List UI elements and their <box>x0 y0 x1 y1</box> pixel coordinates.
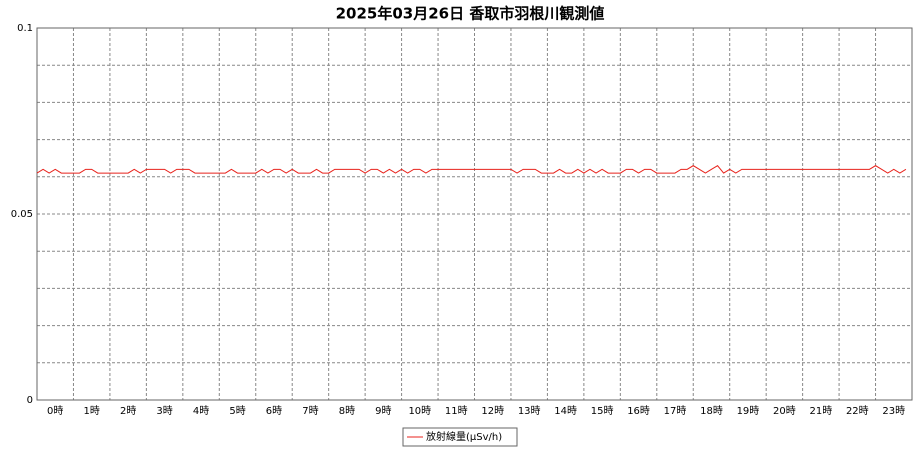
y-tick-label: 0.1 <box>17 23 33 34</box>
x-tick-label: 17時 <box>664 405 687 417</box>
x-tick-label: 14時 <box>554 405 577 417</box>
x-tick-label: 3時 <box>156 405 172 417</box>
x-tick-label: 9時 <box>375 405 391 417</box>
plot-border <box>36 27 913 401</box>
x-tick-label: 6時 <box>266 405 282 417</box>
x-tick-label: 23時 <box>882 405 905 417</box>
x-tick-label: 19時 <box>737 405 760 417</box>
x-tick-label: 5時 <box>229 405 245 417</box>
x-tick-label: 12時 <box>481 405 504 417</box>
x-tick-label: 13時 <box>518 405 541 417</box>
x-tick-label: 11時 <box>445 405 468 417</box>
x-tick-label: 2時 <box>120 405 136 417</box>
x-tick-label: 8時 <box>339 405 355 417</box>
x-tick-label: 7時 <box>302 405 318 417</box>
x-tick-label: 21時 <box>809 405 832 417</box>
x-tick-label: 18時 <box>700 405 723 417</box>
x-tick-label: 4時 <box>193 405 209 417</box>
x-tick-label: 1時 <box>84 405 100 417</box>
y-tick-label: 0 <box>27 395 33 406</box>
legend-label: 放射線量(μSv/h) <box>426 430 502 443</box>
legend-box <box>402 427 518 447</box>
x-tick-label: 0時 <box>47 405 63 417</box>
y-tick-label: 0.05 <box>11 209 33 220</box>
series-line <box>36 164 907 174</box>
x-tick-label: 10時 <box>408 405 431 417</box>
x-tick-label: 16時 <box>627 405 650 417</box>
chart-title: 2025年03月26日 香取市羽根川観測値 <box>336 5 605 23</box>
x-tick-label: 20時 <box>773 405 796 417</box>
x-tick-label: 15時 <box>591 405 614 417</box>
x-tick-label: 22時 <box>846 405 869 417</box>
